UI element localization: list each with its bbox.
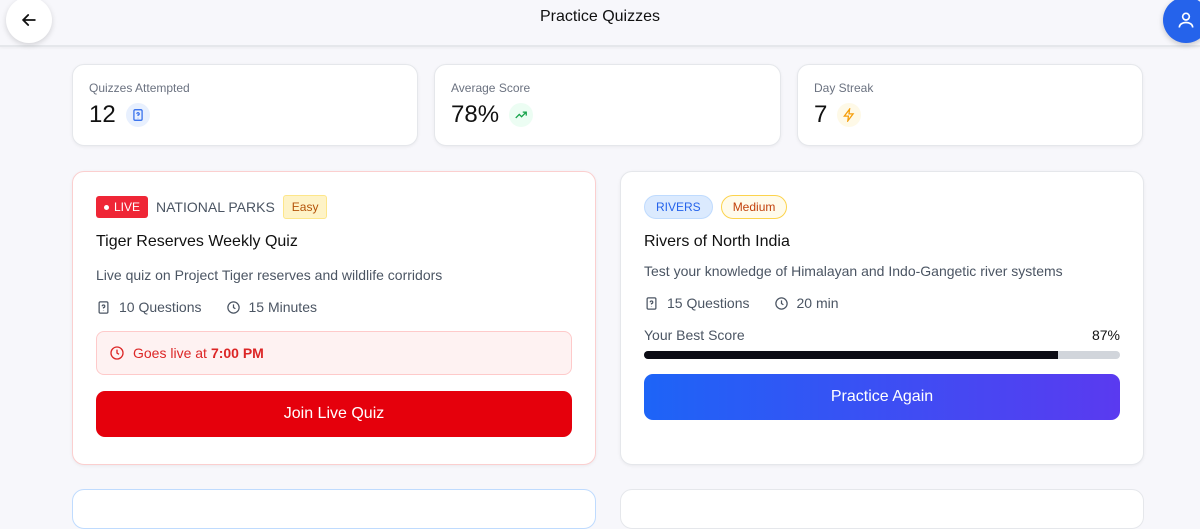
user-icon: [1178, 12, 1194, 28]
question-file-icon: [646, 296, 657, 310]
stat-day-streak: Day Streak 7: [797, 64, 1143, 146]
stat-value: 12: [89, 101, 116, 128]
join-live-quiz-button[interactable]: Join Live Quiz: [96, 391, 572, 437]
live-dot-icon: [104, 204, 109, 210]
clock-icon: [226, 300, 240, 314]
quiz-title: Rivers of North India: [644, 233, 790, 250]
clock-icon: [774, 296, 788, 310]
trending-up-icon: [509, 103, 534, 127]
best-score-progress: [644, 351, 1120, 359]
best-score-label: Your Best Score: [644, 327, 745, 343]
notice-text: Goes live at: [133, 345, 207, 361]
quiz-card-practice: RIVERS Medium Rivers of North India Test…: [620, 171, 1144, 465]
back-button[interactable]: [6, 0, 52, 43]
stat-label: Average Score: [451, 81, 531, 95]
quiz-title: Tiger Reserves Weekly Quiz: [96, 233, 298, 250]
quiz-card-live: LIVE NATIONAL PARKS Easy Tiger Reserves …: [72, 171, 596, 465]
duration: 15 Minutes: [248, 299, 317, 315]
difficulty-badge: Medium: [720, 195, 788, 219]
category-badge: RIVERS: [644, 195, 713, 219]
difficulty-badge: Easy: [282, 195, 328, 219]
quiz-card: [72, 489, 596, 529]
question-file-icon: [98, 300, 109, 314]
clock-icon: [110, 346, 124, 360]
category-label: NATIONAL PARKS: [156, 199, 275, 215]
live-time-notice: Goes live at 7:00 PM: [96, 331, 572, 375]
stat-quizzes-attempted: Quizzes Attempted 12: [72, 64, 418, 146]
stat-label: Quizzes Attempted: [89, 81, 190, 95]
stat-value: 7: [814, 101, 828, 128]
lightning-icon: [837, 103, 862, 127]
live-label: LIVE: [114, 200, 141, 214]
page-title: Practice Quizzes: [539, 8, 661, 25]
question-file-icon: [125, 103, 150, 127]
question-count: 15 Questions: [667, 295, 750, 311]
notice-time: 7:00 PM: [210, 345, 264, 361]
arrow-left-icon: [21, 14, 36, 26]
stat-average-score: Average Score 78%: [434, 64, 781, 146]
quiz-description: Live quiz on Project Tiger reserves and …: [96, 267, 443, 283]
live-badge: LIVE: [96, 196, 149, 218]
profile-button[interactable]: [1163, 0, 1200, 43]
duration: 20 min: [796, 295, 839, 311]
best-score-fill: [644, 351, 1059, 359]
stat-label: Day Streak: [814, 81, 874, 95]
top-bar: Practice Quizzes: [0, 0, 1200, 47]
quiz-card: [620, 489, 1144, 529]
practice-again-button[interactable]: Practice Again: [644, 374, 1120, 420]
best-score-value: 87%: [1091, 327, 1120, 343]
stat-value: 78%: [451, 101, 500, 128]
question-count: 10 Questions: [119, 299, 202, 315]
quiz-description: Test your knowledge of Himalayan and Ind…: [644, 263, 1063, 279]
